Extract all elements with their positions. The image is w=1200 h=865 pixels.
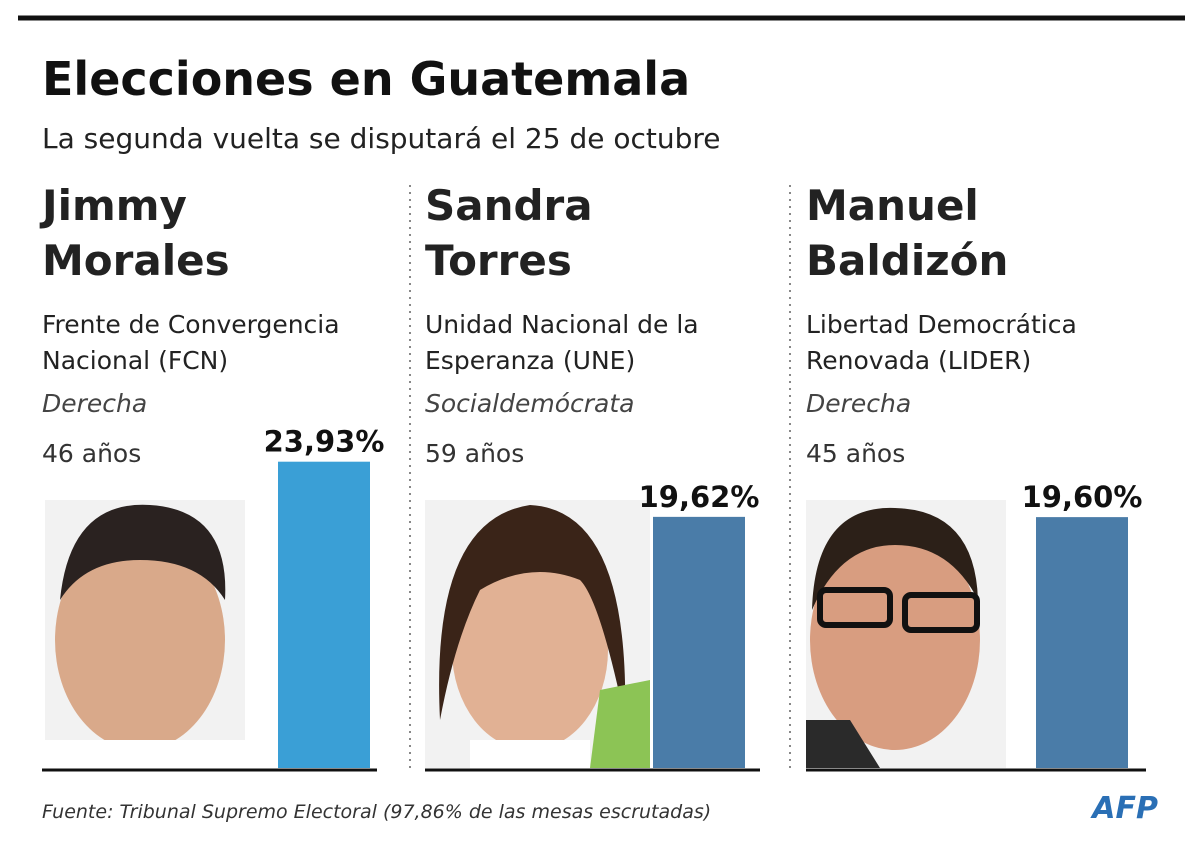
value-label: 23,93% bbox=[264, 425, 385, 459]
photo bbox=[45, 500, 245, 768]
candidate-last-name: Morales bbox=[42, 236, 230, 285]
age: 59 años bbox=[425, 439, 524, 468]
value-label: 19,60% bbox=[1022, 480, 1143, 514]
ideology: Socialdemócrata bbox=[425, 389, 635, 418]
party: Libertad Democrática bbox=[806, 310, 1077, 339]
photo bbox=[806, 500, 1006, 768]
subtitle: La segunda vuelta se disputará el 25 de … bbox=[42, 122, 721, 155]
candidate-first-name: Sandra bbox=[425, 181, 593, 230]
photo bbox=[425, 500, 650, 768]
value-label: 19,62% bbox=[639, 480, 760, 514]
source: Fuente: Tribunal Supremo Electoral (97,8… bbox=[42, 801, 711, 823]
bar bbox=[653, 516, 745, 768]
title: Elecciones en Guatemala bbox=[42, 52, 690, 106]
candidate-last-name: Baldizón bbox=[806, 236, 1008, 285]
party: Unidad Nacional de la bbox=[425, 310, 699, 339]
age: 46 años bbox=[42, 439, 141, 468]
party: Renovada (LIDER) bbox=[806, 346, 1031, 375]
party: Nacional (FCN) bbox=[42, 346, 228, 375]
bar bbox=[278, 461, 370, 768]
ideology: Derecha bbox=[42, 389, 147, 418]
party: Esperanza (UNE) bbox=[425, 346, 635, 375]
party: Frente de Convergencia bbox=[42, 310, 340, 339]
candidate-first-name: Manuel bbox=[806, 181, 979, 230]
candidate-last-name: Torres bbox=[425, 236, 572, 285]
ideology: Derecha bbox=[806, 389, 911, 418]
bar bbox=[1036, 517, 1128, 768]
age: 45 años bbox=[806, 439, 905, 468]
candidate-first-name: Jimmy bbox=[39, 181, 187, 230]
logo: AFP bbox=[1090, 791, 1158, 826]
